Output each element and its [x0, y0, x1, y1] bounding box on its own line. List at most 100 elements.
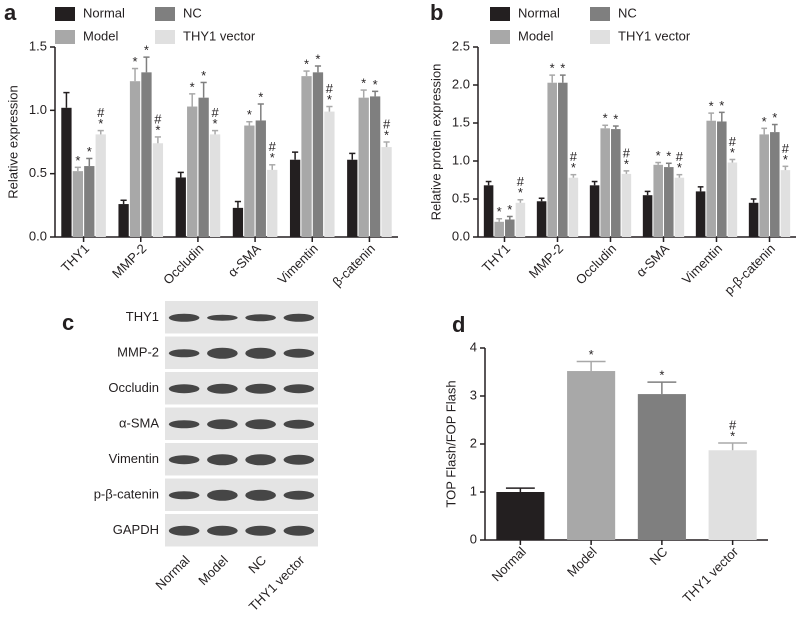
legend-label: Model	[83, 28, 119, 43]
blot-row-label: p-β-catenin	[94, 487, 159, 502]
bar	[301, 76, 312, 237]
y-tick-label: 2	[470, 435, 477, 450]
significance-marker: *	[304, 57, 309, 72]
blot-band	[168, 349, 200, 358]
significance-marker: #	[729, 417, 737, 432]
significance-marker: *	[730, 428, 735, 443]
blot-band	[245, 525, 276, 536]
x-tick-label: Vimentin	[679, 241, 725, 287]
significance-marker: *	[270, 150, 275, 165]
y-tick-label: 2.5	[452, 38, 470, 53]
panel-label: a	[4, 0, 17, 25]
blot-band	[207, 347, 238, 359]
bar	[198, 97, 209, 238]
blot-band	[168, 420, 200, 429]
bar	[84, 166, 95, 237]
legend-swatch	[490, 7, 510, 21]
y-tick-label: 3	[470, 387, 477, 402]
significance-marker: #	[326, 81, 334, 96]
bar	[589, 185, 600, 237]
bar	[381, 147, 392, 237]
y-axis-label: Relative protein expression	[428, 64, 443, 221]
significance-marker: *	[762, 114, 767, 129]
bar	[759, 134, 769, 237]
blot-band	[168, 313, 200, 322]
significance-marker: #	[517, 174, 525, 189]
bar	[547, 82, 557, 237]
x-tick-label: Occludin	[573, 241, 619, 287]
legend-swatch	[490, 30, 510, 44]
bar	[515, 202, 526, 237]
significance-marker: *	[709, 99, 714, 114]
significance-marker: *	[361, 76, 366, 91]
x-tick-label: Normal	[489, 544, 529, 584]
bar	[141, 72, 152, 237]
blot-band	[168, 455, 200, 465]
x-tick-label: Model	[564, 544, 600, 580]
bar	[494, 221, 504, 237]
y-tick-label: 1.5	[29, 38, 47, 53]
bar	[568, 177, 579, 237]
blot-band	[283, 490, 315, 500]
significance-marker: *	[666, 149, 671, 164]
significance-marker: *	[133, 54, 138, 69]
bar	[780, 170, 791, 237]
significance-marker: *	[624, 156, 629, 171]
legend-swatch	[590, 30, 610, 44]
significance-marker: *	[384, 127, 389, 142]
y-tick-label: 4	[470, 339, 477, 354]
significance-marker: *	[373, 77, 378, 92]
significance-marker: *	[730, 145, 735, 160]
y-tick-label: 0.5	[452, 190, 470, 205]
bar	[611, 129, 621, 237]
blot-band	[283, 313, 315, 322]
y-tick-label: 1	[470, 483, 477, 498]
bar	[558, 82, 568, 237]
panel-label: b	[430, 0, 443, 25]
significance-marker: #	[211, 105, 219, 120]
significance-marker: *	[98, 116, 103, 131]
significance-marker: *	[144, 43, 149, 58]
bar	[505, 219, 515, 237]
bar	[567, 371, 616, 540]
bar	[369, 96, 381, 238]
bar	[536, 201, 547, 237]
y-tick-label: 0	[470, 531, 477, 546]
bar	[187, 106, 198, 238]
bar	[621, 173, 632, 237]
bar	[118, 204, 129, 237]
significance-marker: *	[719, 98, 724, 113]
bar	[95, 134, 106, 237]
legend-label: Model	[518, 28, 554, 43]
legend-swatch	[590, 7, 610, 21]
blot-row-label: THY1	[126, 309, 159, 324]
blot-band	[245, 314, 276, 322]
significance-marker: #	[269, 139, 277, 154]
significance-marker: *	[213, 116, 218, 131]
significance-marker: #	[97, 105, 105, 120]
significance-marker: *	[656, 148, 661, 163]
blot-row-label: Occludin	[108, 380, 159, 395]
blot-band	[283, 419, 315, 429]
blot-band	[245, 347, 276, 359]
legend-swatch	[155, 7, 175, 21]
bar	[483, 185, 494, 237]
bar	[358, 97, 369, 238]
panel-label: d	[452, 312, 465, 337]
blot-band	[168, 525, 200, 536]
legend-label: THY1 vector	[183, 28, 256, 43]
x-tick-label: THY1 vector	[679, 543, 741, 605]
y-tick-label: 0.5	[29, 165, 47, 180]
significance-marker: #	[383, 116, 391, 131]
x-tick-label: Occludin	[160, 241, 206, 287]
blot-band	[283, 384, 315, 394]
blot-band	[245, 454, 276, 466]
blot-band	[245, 383, 276, 394]
blot-band	[207, 525, 238, 536]
bar	[324, 111, 335, 237]
significance-marker: *	[201, 68, 206, 83]
bar	[175, 177, 186, 237]
bar	[267, 169, 278, 237]
legend-swatch	[55, 7, 75, 21]
blot-row-label: MMP-2	[117, 345, 159, 360]
